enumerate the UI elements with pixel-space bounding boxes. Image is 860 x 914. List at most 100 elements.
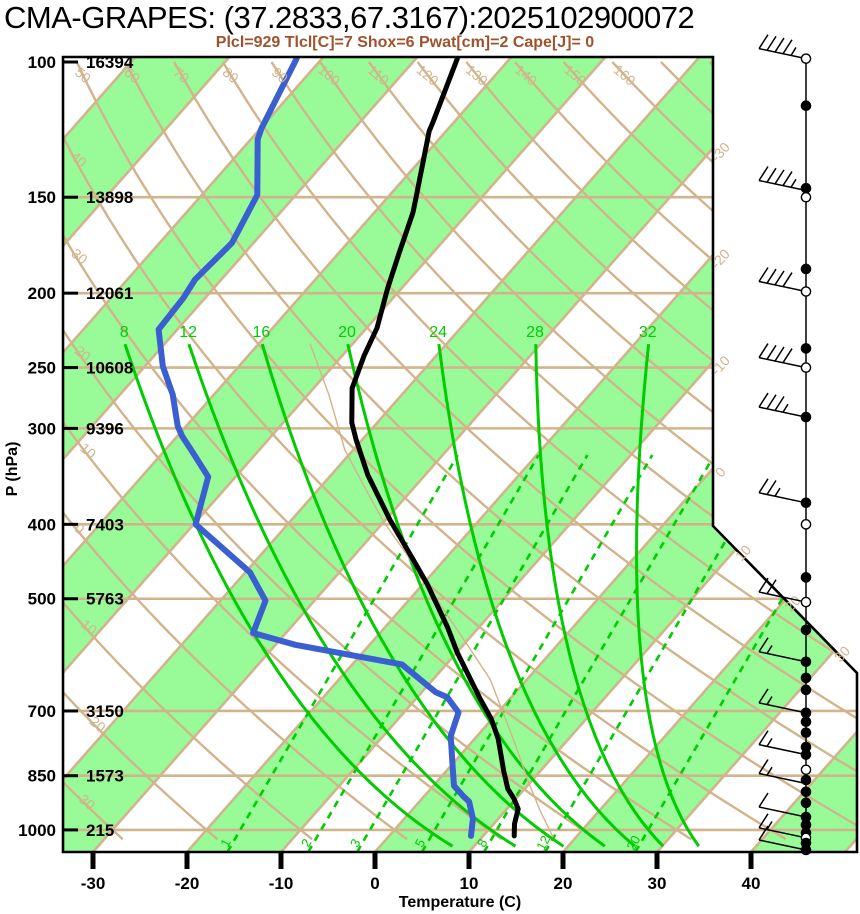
- wind-level-dot-open: [800, 764, 812, 776]
- wind-barb: [758, 759, 807, 785]
- wind-level-dot: [800, 727, 812, 738]
- shaded-isotherm-bands: [63, 57, 857, 852]
- wind-barb: [758, 577, 807, 603]
- wind-level-dot-open: [800, 191, 812, 203]
- y-axis-title: P (hPa): [4, 441, 21, 497]
- wind-barb: [758, 730, 807, 756]
- dry-adiabat-label: 80: [220, 64, 242, 86]
- wind-barb: [758, 267, 807, 293]
- temperature-axis: -30 -20 -10 0 10 20 30 40: [81, 852, 761, 893]
- temperature-tick-label: 0: [370, 874, 379, 893]
- moist-adiabat-label: 24: [429, 324, 447, 341]
- wind-level-dot: [800, 263, 812, 275]
- x-axis-title: Temperature (C): [398, 894, 522, 911]
- plot-area: [63, 57, 857, 852]
- wind-barb: [758, 343, 807, 369]
- pressure-tick-label: 400: [28, 515, 56, 534]
- dry-adiabat-label: 120: [414, 61, 442, 88]
- isotherm-label: 0: [712, 464, 729, 481]
- altitude-label: 9396: [86, 419, 124, 438]
- wind-barb-column: [758, 34, 812, 856]
- wind-level-dot: [800, 749, 812, 760]
- pressure-tick-label: 250: [28, 359, 56, 378]
- temperature-tick-label: -20: [175, 874, 200, 893]
- parcel-curve: [309, 343, 554, 838]
- altitude-label: 13898: [86, 188, 133, 207]
- wind-level-dot: [800, 182, 812, 194]
- altitude-label: 12061: [86, 284, 133, 303]
- wind-barb: [758, 825, 807, 851]
- dry-adiabat-label: 90: [269, 64, 291, 86]
- moist-adiabat-label: 12: [179, 324, 197, 341]
- wind-level-dot: [800, 844, 812, 856]
- temperature-curve: [349, 57, 521, 839]
- plot-border: [61, 55, 859, 854]
- mixing-ratio-label: 3: [347, 836, 364, 849]
- altitude-label: 7403: [86, 515, 124, 534]
- chart-title: CMA-GRAPES: (37.2833,67.3167):2025102900…: [4, 0, 695, 35]
- pressure-tick-label: 850: [28, 767, 56, 786]
- wind-level-dot-open: [800, 362, 812, 373]
- wind-level-dot: [800, 572, 812, 583]
- moist-adiabat-label: 16: [253, 324, 271, 341]
- pressure-tick-label: 100: [28, 53, 56, 72]
- wind-barb: [758, 166, 807, 192]
- moist-adiabat-label: 20: [338, 324, 356, 341]
- pressure-tick-label: 150: [28, 188, 56, 207]
- mixing-ratio-label: 12: [533, 833, 553, 853]
- wind-barb: [758, 637, 807, 663]
- wind-level-dot: [800, 343, 812, 354]
- shaded-band: [563, 57, 857, 852]
- wind-level-dot: [800, 774, 812, 786]
- wind-level-dot: [800, 672, 812, 684]
- wind-barb: [758, 792, 807, 818]
- isotherm-label: 30: [831, 643, 853, 665]
- dry-adiabat-label: 10: [77, 440, 99, 462]
- moist-adiabat-lines: [123, 343, 701, 848]
- pressure-axis: 100 16394 150 13898 200 12061 250 10608 300 9396 4…: [18, 53, 134, 840]
- wind-barb: [758, 34, 807, 60]
- wind-level-dot: [800, 656, 812, 668]
- altitude-label: 5763: [86, 590, 124, 609]
- moist-adiabat-label: 28: [526, 324, 544, 341]
- chart-subtitle: Plcl=929 Tlcl[C]=7 Shox=6 Pwat[cm]=2 Cap…: [215, 34, 595, 51]
- temperature-tick-label: 20: [554, 874, 573, 893]
- altitude-label: 16394: [86, 53, 134, 72]
- wind-level-dot: [800, 497, 812, 509]
- wind-level-dot: [800, 707, 812, 719]
- moist-adiabat-labels: 8 12 16 20 24 28 32: [120, 324, 657, 341]
- wind-level-dot: [800, 100, 812, 111]
- wind-level-dot: [800, 411, 812, 423]
- shaded-band: [63, 57, 794, 852]
- wind-barb: [758, 478, 807, 504]
- wind-level-dot: [800, 716, 812, 728]
- wind-barb: [758, 813, 807, 839]
- altitude-label: 1573: [86, 767, 124, 786]
- altitude-label: 10608: [86, 359, 133, 378]
- wind-level-dot: [800, 786, 812, 798]
- shaded-band: [63, 57, 606, 852]
- wind-level-dot: [800, 684, 812, 696]
- wind-level-dot: [800, 797, 812, 809]
- pressure-tick-label: 700: [28, 702, 56, 721]
- dewpoint-curve: [155, 57, 476, 839]
- altitude-label: 215: [86, 821, 114, 840]
- wind-level-dot-open: [800, 286, 812, 297]
- wind-level-dot-open: [800, 53, 812, 64]
- altitude-label: 3150: [86, 702, 124, 721]
- mixing-ratio-label: 20: [623, 833, 643, 853]
- wind-level-dot-open: [800, 596, 812, 608]
- temperature-tick-label: -10: [269, 874, 294, 893]
- pressure-tick-label: 300: [28, 419, 56, 438]
- temperature-tick-label: -30: [81, 874, 106, 893]
- temperature-tick-label: 30: [648, 874, 667, 893]
- pressure-tick-label: 200: [28, 284, 56, 303]
- pressure-tick-label: 500: [28, 590, 56, 609]
- wind-barb: [758, 688, 807, 714]
- moist-adiabat-label: 32: [639, 324, 657, 341]
- temperature-tick-label: 10: [460, 874, 479, 893]
- temperature-tick-label: 40: [742, 874, 761, 893]
- pressure-tick-label: 1000: [18, 821, 56, 840]
- wind-level-dot-open: [800, 519, 812, 530]
